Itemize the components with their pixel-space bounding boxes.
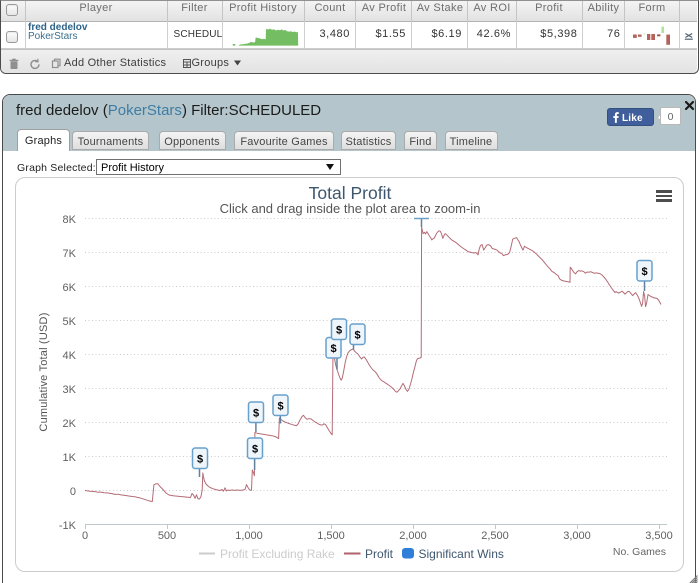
svg-text:$: $ bbox=[354, 330, 360, 342]
svg-text:$: $ bbox=[641, 266, 647, 278]
svg-text:$: $ bbox=[330, 343, 336, 355]
svg-text:$: $ bbox=[252, 444, 258, 456]
svg-text:$: $ bbox=[197, 454, 203, 466]
svg-text:$: $ bbox=[253, 408, 259, 420]
svg-text:$: $ bbox=[277, 401, 283, 413]
svg-text:$: $ bbox=[336, 325, 342, 337]
